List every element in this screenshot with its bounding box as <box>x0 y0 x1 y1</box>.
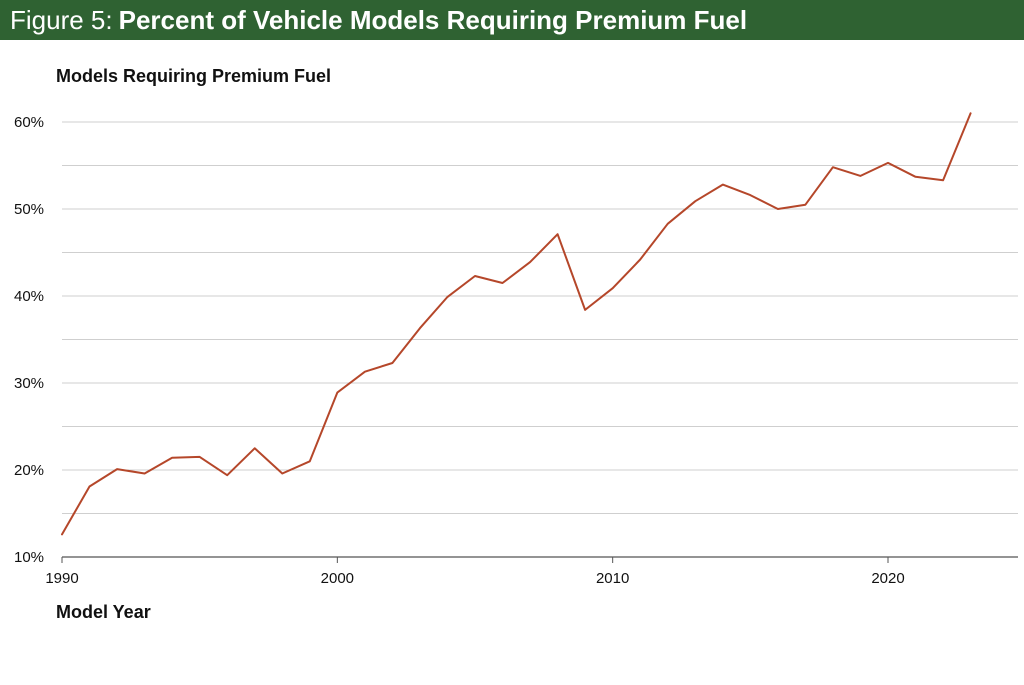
x-tick-label: 2010 <box>596 570 629 587</box>
y-tick-label: 50% <box>14 201 44 218</box>
series-layer <box>61 112 972 536</box>
tick-labels: 10% 20% 30% 40% 50% 60% 1990 2000 2010 2020 <box>14 114 905 587</box>
data-point <box>419 327 421 329</box>
x-axis-title: Model Year <box>56 602 151 622</box>
data-point <box>887 162 889 164</box>
figure-number: Figure 5: <box>10 4 113 35</box>
data-point <box>89 486 91 488</box>
data-point <box>502 282 504 284</box>
y-tick-label: 30% <box>14 375 44 392</box>
data-point <box>749 194 751 196</box>
data-point <box>309 460 311 462</box>
data-point <box>226 474 228 476</box>
y-tick-label: 10% <box>14 549 44 566</box>
data-point <box>116 468 118 470</box>
axes <box>61 556 1018 563</box>
data-point <box>694 200 696 202</box>
data-point <box>474 275 476 277</box>
series-line <box>61 112 972 536</box>
data-point <box>61 533 63 535</box>
data-point <box>364 371 366 373</box>
data-point <box>832 166 834 168</box>
data-point <box>859 175 861 177</box>
data-point <box>281 472 283 474</box>
data-point <box>171 457 173 459</box>
data-point <box>915 176 917 178</box>
x-tick-label: 1990 <box>45 570 78 587</box>
data-point <box>529 261 531 263</box>
figure-title: Percent of Vehicle Models Requiring Prem… <box>118 4 748 35</box>
data-point <box>584 309 586 311</box>
data-point <box>391 362 393 364</box>
x-tick-label: 2020 <box>871 570 904 587</box>
y-axis-title: Models Requiring Premium Fuel <box>56 66 332 86</box>
data-point <box>722 184 724 186</box>
data-point <box>970 112 972 114</box>
y-tick-label: 20% <box>14 462 44 479</box>
data-point <box>667 223 669 225</box>
x-tick-label: 2000 <box>321 570 354 587</box>
figure-banner: Figure 5: Percent of Vehicle Models Requ… <box>0 0 1024 40</box>
data-point <box>639 258 641 260</box>
data-point <box>942 179 944 181</box>
y-tick-label: 60% <box>14 114 44 131</box>
data-point <box>777 208 779 210</box>
grid-lines <box>62 121 1018 514</box>
y-tick-label: 40% <box>14 288 44 305</box>
data-point <box>446 296 448 298</box>
data-point <box>336 392 338 394</box>
data-point <box>144 472 146 474</box>
data-point <box>199 456 201 458</box>
data-point <box>557 233 559 235</box>
data-point <box>254 447 256 449</box>
data-point <box>612 287 614 289</box>
data-point <box>804 204 806 206</box>
